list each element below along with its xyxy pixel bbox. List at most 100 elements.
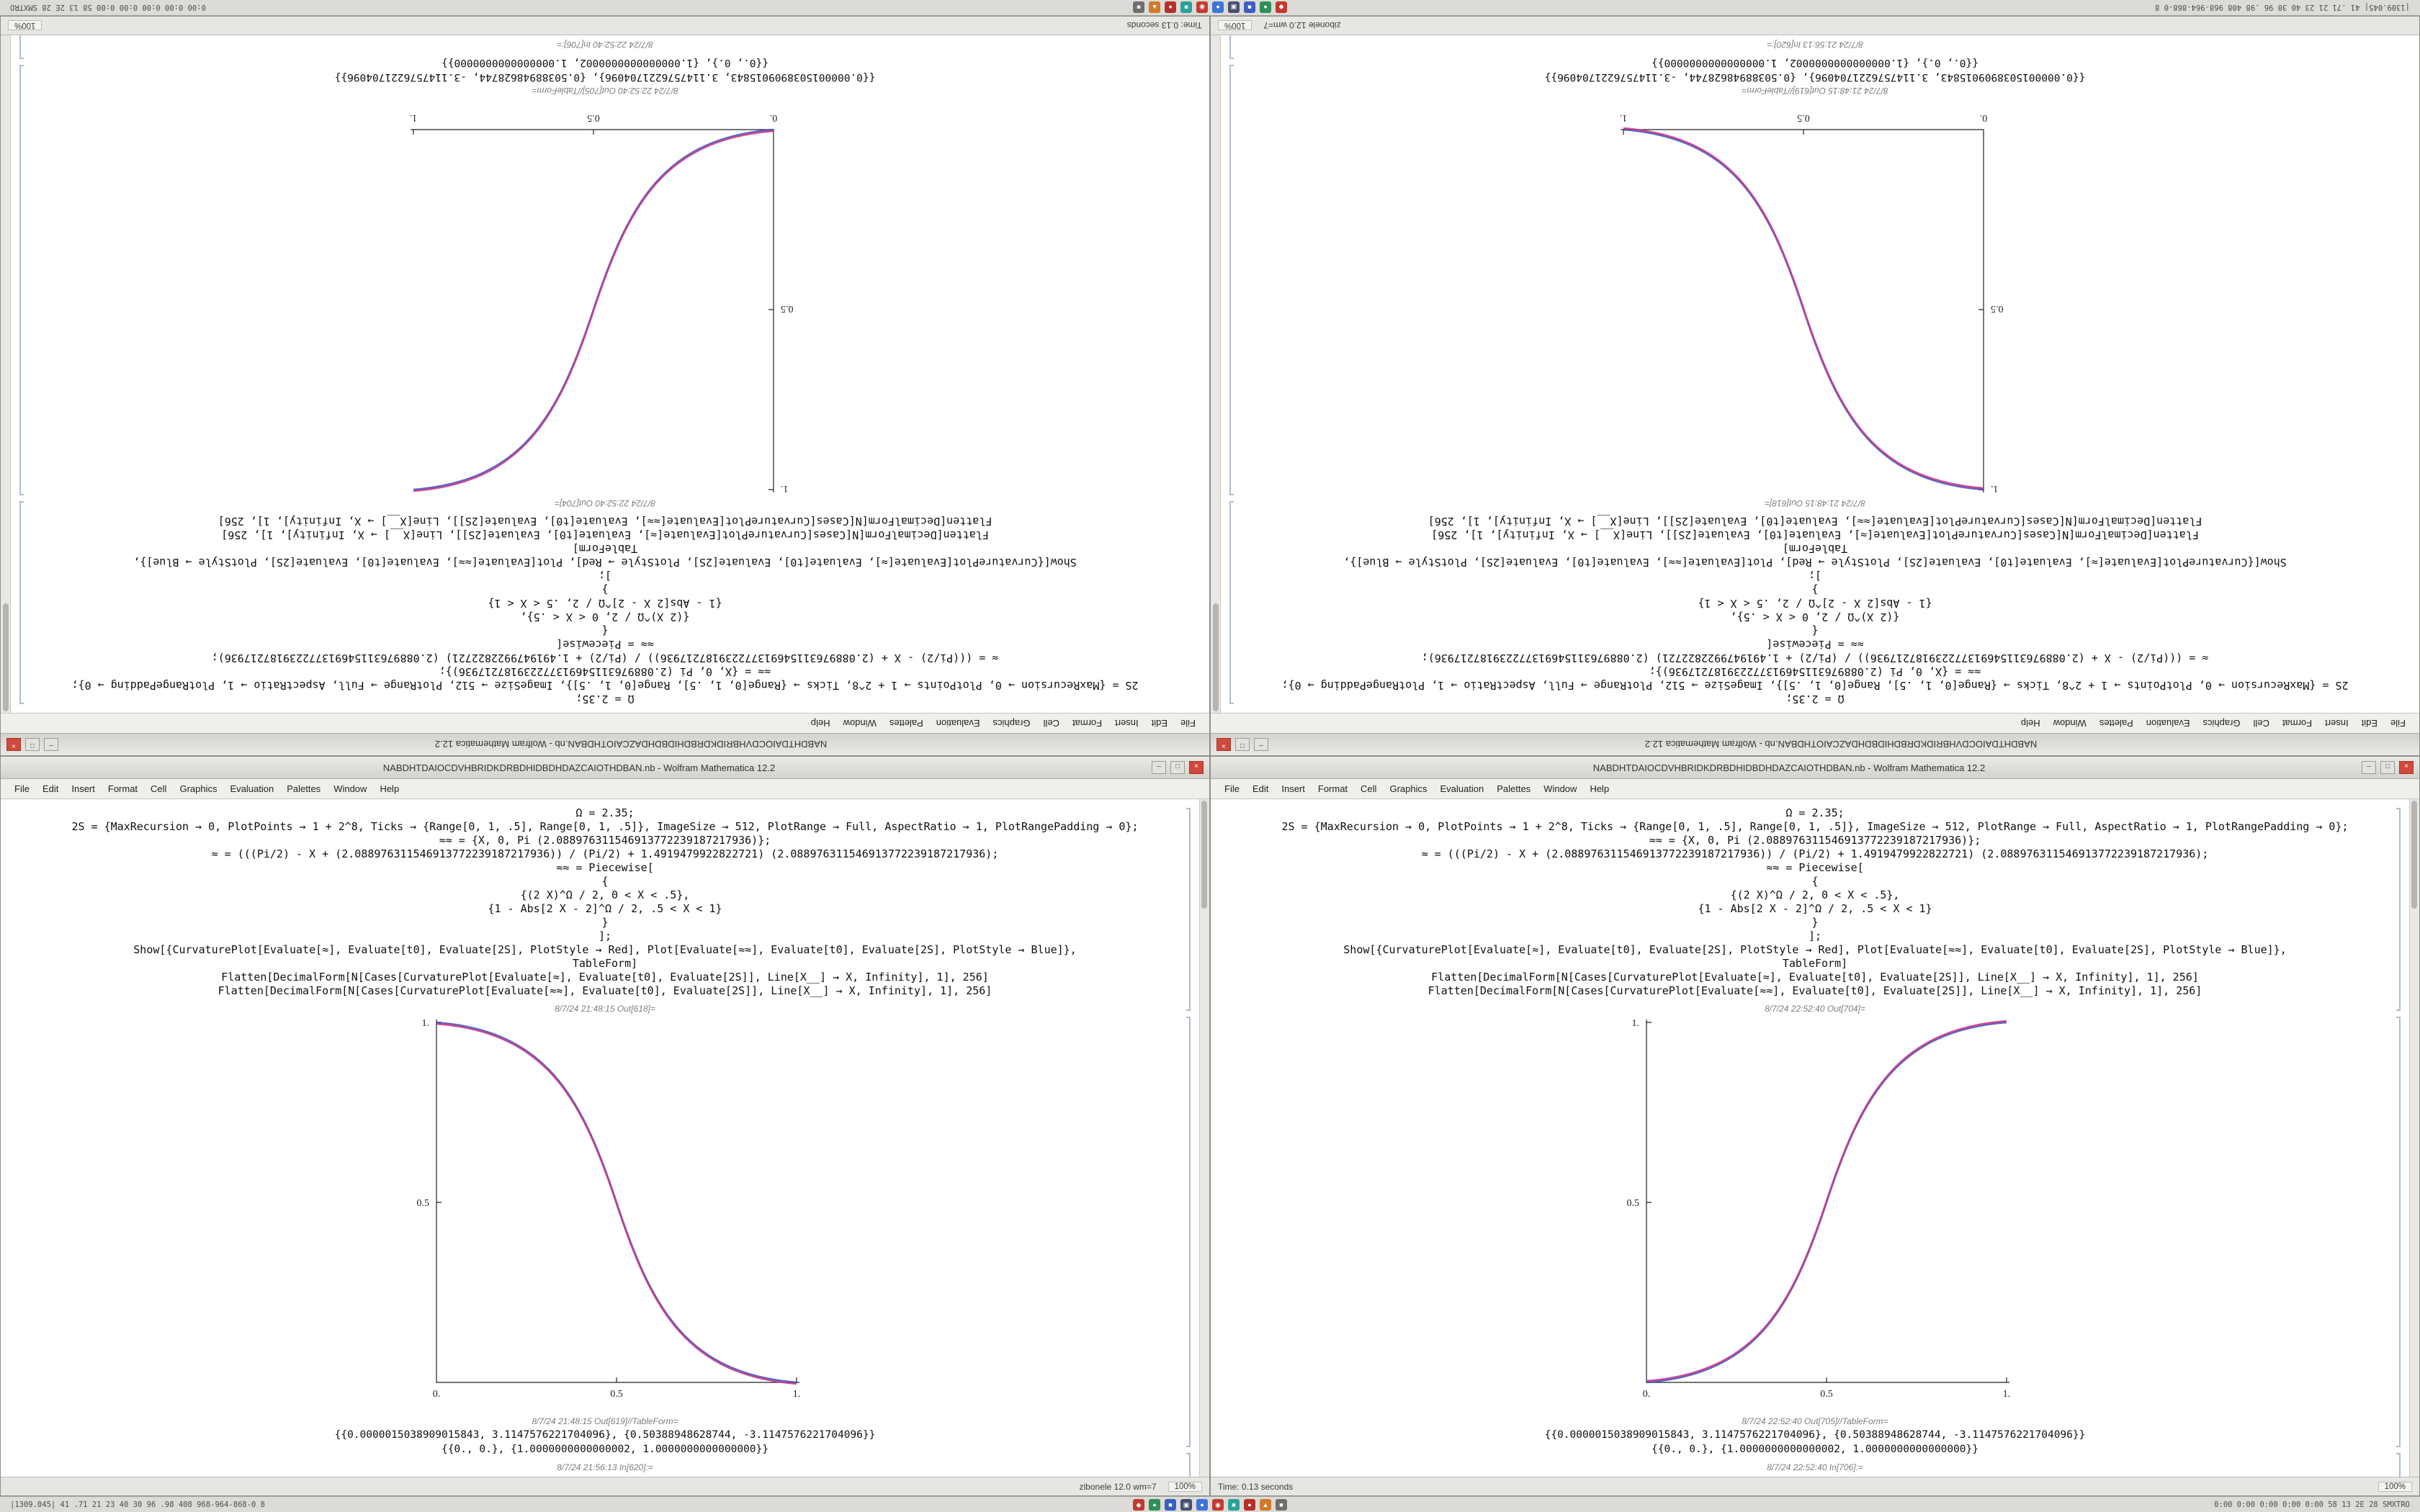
input-code-line[interactable]: ≈≈ = {X, 0, Pi (2.0889763115469137722391…: [1649, 834, 1981, 847]
cell-bracket[interactable]: [19, 35, 24, 59]
input-code-line[interactable]: ≈ = (((Pi/2) - X + (2.088976311546913772…: [1421, 847, 2209, 860]
input-code-line[interactable]: TableForm]: [572, 542, 638, 555]
menu-item[interactable]: Evaluation: [1440, 783, 1484, 794]
input-code-line[interactable]: {: [601, 624, 609, 637]
input-code-line[interactable]: }: [601, 916, 609, 929]
menu-item[interactable]: File: [2390, 718, 2406, 729]
menu-item[interactable]: Palettes: [1497, 783, 1531, 794]
menu-item[interactable]: Cell: [151, 783, 167, 794]
cell-bracket[interactable]: [1186, 808, 1191, 1011]
input-code-line[interactable]: Ω = 2.35;: [575, 806, 635, 819]
tray-icon-gray[interactable]: ■: [1133, 1, 1144, 13]
input-code-line[interactable]: ];: [1808, 930, 1822, 942]
tray-icon-red-1[interactable]: ◆: [1276, 1, 1287, 13]
menu-item[interactable]: Graphics: [992, 718, 1031, 729]
input-code-line[interactable]: ≈ = (((Pi/2) - X + (2.088976311546913772…: [1421, 652, 2209, 665]
plot-output[interactable]: 1. 0.5 0. 0.5 1.: [403, 102, 807, 497]
menu-item[interactable]: Insert: [1281, 783, 1305, 794]
window-minimize-button[interactable]: –: [44, 738, 58, 751]
zoom-level[interactable]: 100%: [2378, 1481, 2412, 1492]
input-code-line[interactable]: {: [1811, 624, 1819, 637]
input-code-line[interactable]: Ω = 2.35;: [1785, 693, 1845, 706]
menu-item[interactable]: Edit: [42, 783, 59, 794]
input-code-line[interactable]: 2S = {MaxRecursion → 0, PlotPoints → 1 +…: [1281, 820, 2349, 833]
zoom-level[interactable]: 100%: [1218, 20, 1252, 31]
menu-item[interactable]: Format: [1317, 783, 1348, 794]
input-code-line[interactable]: Flatten[DecimalForm[N[Cases[CurvaturePlo…: [218, 984, 992, 997]
input-code-line[interactable]: TableForm]: [1782, 957, 1848, 970]
menu-item[interactable]: Format: [107, 783, 138, 794]
tray-icon-red-2[interactable]: ◉: [1196, 1, 1208, 13]
tray-icon-blue-2[interactable]: ●: [1212, 1, 1224, 13]
input-code-line[interactable]: ≈≈ = {X, 0, Pi (2.0889763115469137722391…: [439, 834, 771, 847]
menu-item[interactable]: Insert: [1115, 718, 1139, 729]
input-code-line[interactable]: Flatten[DecimalForm[N[Cases[CurvaturePlo…: [1431, 971, 2199, 984]
menu-item[interactable]: Edit: [2361, 718, 2378, 729]
menu-item[interactable]: Insert: [71, 783, 95, 794]
window-titlebar[interactable]: NABDHTDAIOCDVHBRIDKDRBDHIDBDHDAZCAIOTHDB…: [1211, 733, 2419, 755]
tray-icon-green[interactable]: ●: [1260, 1, 1271, 13]
menu-item[interactable]: Edit: [1151, 718, 1168, 729]
input-code-line[interactable]: TableForm]: [1782, 542, 1848, 555]
input-cells[interactable]: Ω = 2.35; 2S = {MaxRecursion → 0, PlotPoi…: [1, 806, 1209, 998]
cell-bracket[interactable]: [19, 65, 24, 495]
cell-bracket[interactable]: [19, 501, 24, 704]
input-code-line[interactable]: {(2 X)^Ω / 2, 0 < X < .5},: [520, 888, 690, 901]
input-code-line[interactable]: ≈≈ = {X, 0, Pi (2.0889763115469137722391…: [1649, 665, 1981, 678]
menu-item[interactable]: Window: [2053, 718, 2087, 729]
cell-bracket[interactable]: [1229, 35, 1234, 59]
cell-bracket[interactable]: [2396, 1017, 2401, 1447]
input-code-line[interactable]: Ω = 2.35;: [1785, 806, 1845, 819]
window-minimize-button[interactable]: –: [1254, 738, 1268, 751]
menu-item[interactable]: Help: [2020, 718, 2040, 729]
menu-item[interactable]: Window: [1543, 783, 1577, 794]
menu-item[interactable]: File: [14, 783, 30, 794]
tray-icon-red-3[interactable]: ●: [1244, 1499, 1255, 1511]
menu-item[interactable]: Cell: [1043, 718, 1059, 729]
window-minimize-button[interactable]: –: [1152, 761, 1166, 774]
cell-bracket[interactable]: [1229, 65, 1234, 495]
scrollbar-thumb[interactable]: [3, 603, 9, 711]
tray-icon-orange[interactable]: ▲: [1149, 1, 1160, 13]
input-code-line[interactable]: Flatten[DecimalForm[N[Cases[CurvaturePlo…: [1428, 515, 2202, 528]
input-code-line[interactable]: 2S = {MaxRecursion → 0, PlotPoints → 1 +…: [71, 820, 1139, 833]
tray-icon-orange[interactable]: ▲: [1260, 1499, 1271, 1511]
input-cells[interactable]: Ω = 2.35; 2S = {MaxRecursion → 0, PlotPoi…: [1211, 806, 2419, 998]
menu-item[interactable]: Palettes: [889, 718, 923, 729]
window-minimize-button[interactable]: –: [2362, 761, 2376, 774]
input-code-line[interactable]: ≈≈ = {X, 0, Pi (2.0889763115469137722391…: [439, 665, 771, 678]
zoom-level[interactable]: 100%: [8, 20, 42, 31]
input-code-line[interactable]: ≈≈ = Piecewise[: [556, 638, 654, 651]
input-code-line[interactable]: ≈ = (((Pi/2) - X + (2.088976311546913772…: [211, 847, 999, 860]
input-code-line[interactable]: {1 - Abs[2 X - 2]^Ω / 2, .5 < X < 1}: [488, 902, 722, 915]
input-code-line[interactable]: {(2 X)^Ω / 2, 0 < X < .5},: [1730, 888, 1900, 901]
menu-item[interactable]: Format: [1072, 718, 1103, 729]
plot-output[interactable]: 1. 0.5 0. 0.5 1.: [1613, 1015, 2017, 1410]
window-maximize-button[interactable]: □: [1170, 761, 1185, 774]
menu-item[interactable]: Insert: [2325, 718, 2349, 729]
tray-icon-teal[interactable]: ■: [1180, 1, 1192, 13]
vertical-scrollbar[interactable]: [2409, 799, 2419, 1477]
menu-item[interactable]: File: [1224, 783, 1240, 794]
scrollbar-thumb[interactable]: [2411, 801, 2417, 909]
scrollbar-thumb[interactable]: [1201, 801, 1207, 909]
input-code-line[interactable]: Flatten[DecimalForm[N[Cases[CurvaturePlo…: [1431, 528, 2199, 541]
window-titlebar[interactable]: NABDHTDAIOCDVHBRIDKDRBDHIDBDHDAZCAIOTHDB…: [1211, 757, 2419, 779]
notebook-content[interactable]: Ω = 2.35; 2S = {MaxRecursion → 0, PlotPoi…: [1, 799, 1209, 1477]
cell-bracket[interactable]: [2396, 808, 2401, 1011]
input-code-line[interactable]: Ω = 2.35;: [575, 693, 635, 706]
cell-bracket[interactable]: [2396, 1453, 2401, 1477]
input-code-line[interactable]: Flatten[DecimalForm[N[Cases[CurvaturePlo…: [1428, 984, 2202, 997]
input-code-line[interactable]: ];: [598, 930, 612, 942]
tray-icon-blue-2[interactable]: ●: [1196, 1499, 1208, 1511]
menu-item[interactable]: Palettes: [2099, 718, 2133, 729]
menu-item[interactable]: Evaluation: [2146, 718, 2190, 729]
cell-bracket[interactable]: [1229, 501, 1234, 704]
window-close-button[interactable]: ×: [1189, 761, 1204, 774]
input-code-line[interactable]: {1 - Abs[2 X - 2]^Ω / 2, .5 < X < 1}: [1698, 597, 1932, 610]
input-cells[interactable]: Ω = 2.35; 2S = {MaxRecursion → 0, PlotPoi…: [1211, 514, 2419, 706]
input-code-line[interactable]: ];: [598, 570, 612, 582]
menu-item[interactable]: Cell: [1361, 783, 1377, 794]
input-code-line[interactable]: Show[{CurvaturePlot[Evaluate[≈], Evaluat…: [1343, 556, 2287, 569]
input-code-line[interactable]: {: [1811, 875, 1819, 888]
